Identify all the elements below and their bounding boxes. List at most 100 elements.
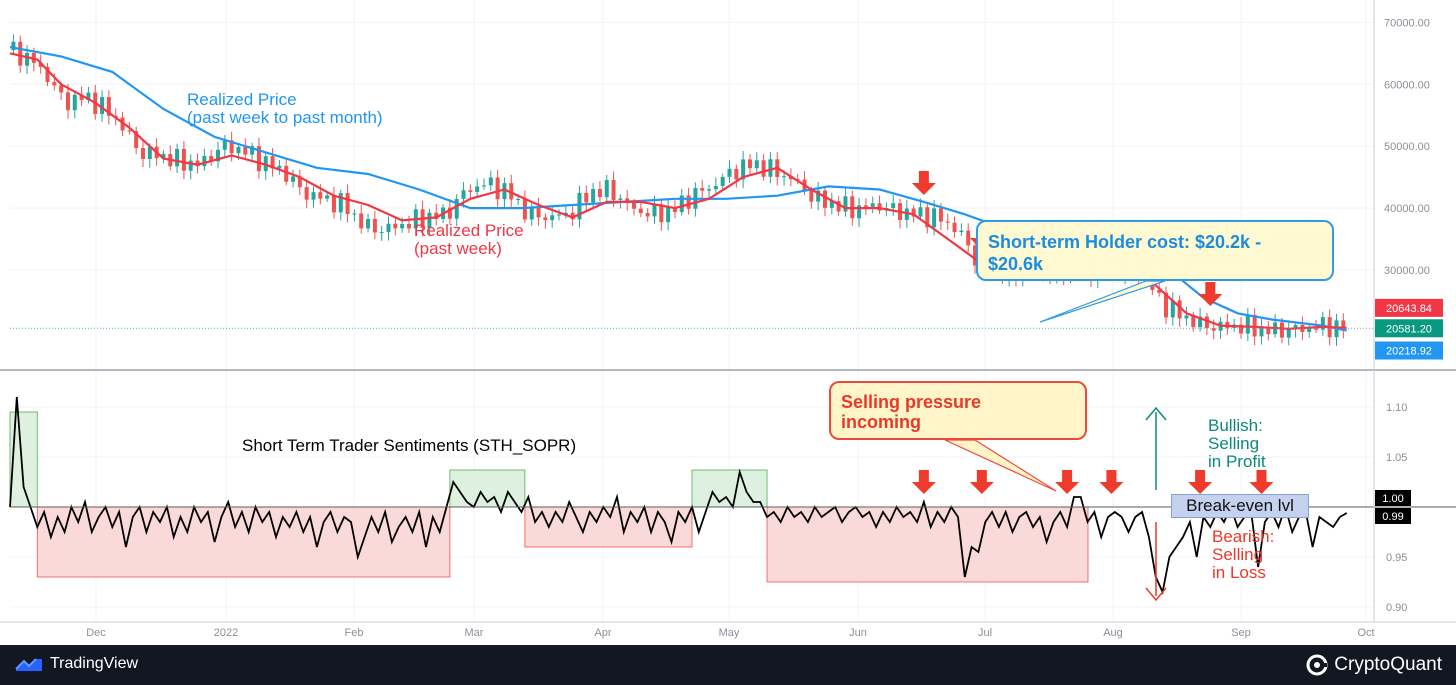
axes: 70000.00 60000.00 50000.00 40000.00 30000.00… <box>0 0 1456 639</box>
candle-body <box>277 165 282 169</box>
candle-body <box>1184 315 1189 319</box>
candle-body <box>502 183 507 200</box>
candle-body <box>522 198 527 220</box>
sopr-level-badge-label: 1.00 <box>1382 493 1403 505</box>
candle-body <box>659 204 664 223</box>
sopr-level-badge <box>1375 508 1411 524</box>
price-tick-label: 50000.00 <box>1384 141 1430 153</box>
x-tick-label: Jul <box>978 627 992 639</box>
candle-body <box>352 213 357 215</box>
candle-body <box>1286 328 1291 338</box>
price-badge-label: 20643.84 <box>1386 303 1432 315</box>
candle-body <box>747 159 752 169</box>
tradingview-logo[interactable]: TradingView <box>14 655 138 673</box>
candle-body <box>1211 328 1216 331</box>
candle-body <box>809 190 814 202</box>
candle-body <box>550 215 555 221</box>
price-badge <box>1375 341 1443 360</box>
realized-month-label: (past week to past month) <box>187 108 383 127</box>
holder-cost-line-1: Short-term Holder cost: $20.2k - <box>988 232 1262 252</box>
price-tick-label: 30000.00 <box>1384 265 1430 277</box>
candle-body <box>836 201 841 212</box>
candle-body <box>100 97 105 115</box>
candle-body <box>570 212 575 220</box>
x-tick-label: Mar <box>465 627 484 639</box>
candle-body <box>1163 292 1168 318</box>
candle-body <box>1320 317 1325 330</box>
candle-body <box>161 153 166 159</box>
sopr-series-line <box>9 396 1348 595</box>
candle-body <box>768 159 773 177</box>
candle-body <box>1266 326 1271 335</box>
candle-body <box>393 223 398 229</box>
candle-body <box>918 207 923 217</box>
footer-bar: TradingView CryptoQuant <box>0 645 1456 685</box>
candle-body <box>782 176 787 178</box>
candle-body <box>188 160 193 171</box>
candle-body <box>140 148 145 159</box>
price-badge-label: 20218.92 <box>1386 346 1432 358</box>
candle-body <box>59 85 64 93</box>
candle-body <box>1170 300 1175 318</box>
candle-body <box>236 146 241 154</box>
candle-body <box>243 146 248 155</box>
cryptoquant-text: CryptoQuant <box>1334 654 1442 675</box>
holder-cost-callout: Short-term Holder cost: $20.2k - $20.6k <box>976 220 1334 281</box>
candle-body <box>1191 315 1196 328</box>
candle-body <box>822 190 827 208</box>
candle-body <box>754 160 759 169</box>
candle-body <box>216 149 221 162</box>
sopr-tick-label: 0.95 <box>1386 552 1407 564</box>
x-tick-label: Feb <box>345 627 364 639</box>
candle-body <box>195 160 200 167</box>
holder-cost-line-2: $20.6k <box>988 254 1044 274</box>
sopr-title: Short Term Trader Sentiments (STH_SOPR) <box>242 436 576 455</box>
candle-body <box>727 168 732 177</box>
x-tick-label: 2022 <box>214 627 238 639</box>
candle-body <box>1204 316 1209 329</box>
x-tick-label: Apr <box>594 627 611 639</box>
sopr-tick-label: 1.10 <box>1386 402 1407 414</box>
price-down-arrow <box>911 171 936 195</box>
candle-body <box>536 206 541 218</box>
sopr-down-arrow <box>1099 470 1124 494</box>
candle-body <box>973 245 978 266</box>
candle-body <box>366 218 371 229</box>
candle-body <box>175 148 180 167</box>
candle-body <box>816 190 821 202</box>
candle-body <box>297 176 302 188</box>
candle-body <box>638 208 643 214</box>
price-badge <box>1375 298 1443 317</box>
candle-body <box>557 214 562 216</box>
price-tick-label: 70000.00 <box>1384 17 1430 29</box>
selling-pressure-callout: Selling pressure incoming <box>829 381 1087 440</box>
candle-body <box>870 203 875 207</box>
bearish-line-2: Selling <box>1212 545 1264 564</box>
candle-body <box>904 208 909 220</box>
candle-body <box>591 189 596 203</box>
bullish-line-1: Bullish: <box>1208 416 1263 435</box>
candle-body <box>475 186 480 192</box>
candle-body <box>359 213 364 229</box>
candle-body <box>666 207 671 223</box>
cryptoquant-logo[interactable]: CryptoQuant <box>1306 654 1442 676</box>
price-tick-label: 60000.00 <box>1384 79 1430 91</box>
price-tick-label: 40000.00 <box>1384 203 1430 215</box>
candle-body <box>1245 314 1250 334</box>
realized-week-label: Realized Price <box>414 221 524 240</box>
candle-body <box>1314 328 1319 330</box>
candle-body <box>829 201 834 208</box>
candle-body <box>1259 326 1264 337</box>
sopr-level-badge <box>1375 490 1411 506</box>
chart-canvas[interactable]: 70000.00 60000.00 50000.00 40000.00 30000.00… <box>0 0 1456 645</box>
grid <box>10 0 1374 622</box>
candle-body <box>379 232 384 234</box>
candle-body <box>563 212 568 215</box>
x-tick-label: Oct <box>1357 627 1374 639</box>
candle-body <box>952 222 957 233</box>
candle-body <box>1177 300 1182 319</box>
candle-body <box>1293 324 1298 329</box>
candle-body <box>543 217 548 221</box>
candle-body <box>427 212 432 228</box>
